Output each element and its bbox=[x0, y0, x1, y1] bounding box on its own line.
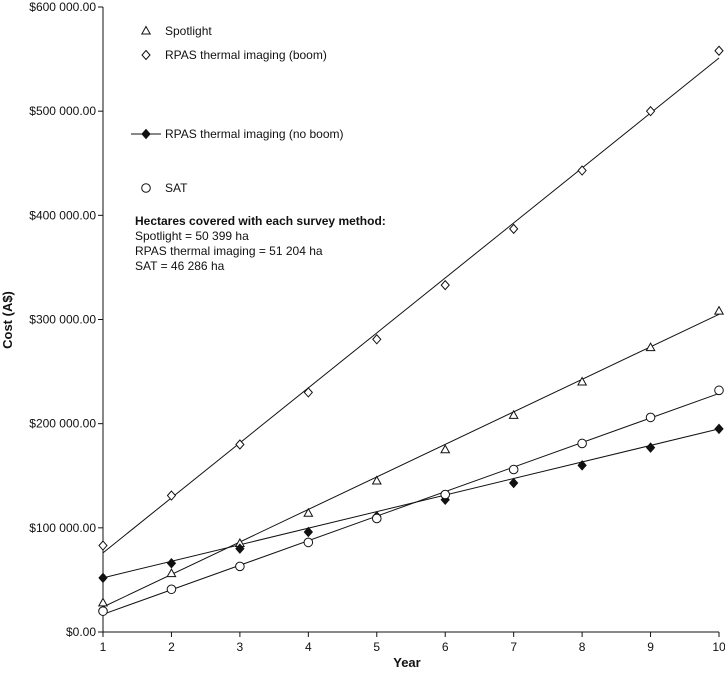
trendline-3 bbox=[102, 392, 720, 615]
trendlines bbox=[102, 57, 720, 615]
data-point-s3-x4 bbox=[303, 537, 314, 548]
x-tick-label: 9 bbox=[647, 640, 654, 654]
x-tick-label: 4 bbox=[305, 640, 312, 654]
data-point-s1-x9 bbox=[645, 105, 656, 117]
legend-symbol-3 bbox=[141, 183, 151, 193]
axes bbox=[102, 7, 719, 633]
legend-label-rpas-boom: RPAS thermal imaging (boom) bbox=[165, 48, 327, 62]
markers bbox=[97, 45, 725, 616]
legend-symbol-0 bbox=[140, 25, 152, 35]
data-point-s1-x3 bbox=[235, 439, 245, 450]
legend-label-rpas-no-boom: RPAS thermal imaging (no boom) bbox=[165, 127, 344, 141]
x-tick-label: 5 bbox=[373, 640, 380, 654]
annotation-line-sat: SAT = 46 286 ha bbox=[135, 259, 225, 273]
data-point-s0-x6 bbox=[440, 444, 451, 454]
x-axis-title: Year bbox=[393, 655, 420, 670]
x-tick-label: 2 bbox=[168, 640, 175, 654]
data-point-s0-x8 bbox=[577, 376, 588, 386]
data-point-s1-x5 bbox=[372, 334, 382, 345]
legend-symbol-2 bbox=[141, 128, 151, 140]
data-point-s2-x10 bbox=[714, 423, 724, 435]
annotation-line-rpas: RPAS thermal imaging = 51 204 ha bbox=[135, 244, 323, 258]
data-point-s2-x8 bbox=[577, 460, 587, 471]
data-point-s1-x8 bbox=[577, 165, 587, 176]
data-point-s2-x4 bbox=[303, 526, 314, 538]
data-point-s0-x4 bbox=[303, 507, 314, 517]
y-tick-label: $500 000.00 bbox=[29, 104, 96, 118]
legend-item-spotlight: Spotlight bbox=[140, 24, 212, 38]
y-tick-label: $400 000.00 bbox=[29, 208, 96, 222]
legend-marker-rpas-boom bbox=[141, 49, 151, 61]
y-tick-label: $0.00 bbox=[66, 625, 96, 639]
hectares-annotation: Hectares covered with each survey method… bbox=[135, 214, 386, 273]
legend-label-sat: SAT bbox=[165, 181, 188, 195]
data-point-s1-x6 bbox=[440, 279, 450, 291]
legend-marker-rpas-no-boom bbox=[141, 128, 151, 140]
x-ticks: 1 2 3 4 5 6 7 8 9 10 bbox=[100, 632, 725, 654]
data-point-s3-x7 bbox=[508, 464, 519, 475]
legend-label-spotlight: Spotlight bbox=[165, 24, 212, 38]
data-point-s2-x9 bbox=[645, 442, 656, 453]
data-point-s3-x9 bbox=[645, 412, 656, 423]
data-point-s0-x1 bbox=[97, 597, 109, 607]
data-point-s1-x10 bbox=[714, 45, 724, 57]
legend-marker-spotlight bbox=[140, 25, 152, 35]
y-tick-label: $600 000.00 bbox=[29, 0, 96, 14]
data-point-s2-x1 bbox=[98, 572, 108, 584]
data-point-s0-x2 bbox=[166, 568, 177, 578]
y-tick-label: $200 000.00 bbox=[29, 417, 96, 431]
data-point-s3-x6 bbox=[440, 489, 451, 500]
data-point-s0-x5 bbox=[371, 475, 382, 485]
legend: Spotlight RPAS thermal imaging (boom) RP… bbox=[131, 24, 344, 195]
legend-marker-sat bbox=[141, 183, 151, 193]
data-point-s0-x10 bbox=[713, 305, 725, 315]
data-point-s3-x8 bbox=[577, 438, 587, 449]
legend-symbol-1 bbox=[141, 49, 151, 61]
legend-item-rpas-no-boom: RPAS thermal imaging (no boom) bbox=[131, 127, 344, 141]
x-tick-label: 8 bbox=[579, 640, 586, 654]
data-point-s1-x4 bbox=[303, 387, 314, 398]
data-point-s0-x7 bbox=[508, 409, 519, 419]
data-point-s1-x2 bbox=[166, 490, 177, 501]
data-point-s3-x10 bbox=[714, 385, 724, 396]
x-tick-label: 7 bbox=[510, 640, 517, 654]
data-point-s0-x9 bbox=[645, 342, 656, 352]
x-tick-label: 10 bbox=[712, 640, 725, 654]
y-ticks: $0.00 $100 000.00 $200 000.00 $300 000.00 $4… bbox=[29, 0, 103, 639]
data-point-s1-x7 bbox=[508, 223, 519, 235]
y-axis-title: Cost (A$) bbox=[0, 291, 15, 349]
data-point-s2-x2 bbox=[166, 557, 177, 569]
x-tick-label: 6 bbox=[442, 640, 449, 654]
data-point-s2-x3 bbox=[235, 543, 245, 554]
trendline-0 bbox=[102, 313, 720, 608]
data-point-s3-x5 bbox=[371, 513, 382, 524]
data-point-s3-x2 bbox=[166, 584, 177, 595]
annotation-line-spotlight: Spotlight = 50 399 ha bbox=[135, 229, 249, 243]
legend-item-sat: SAT bbox=[141, 181, 188, 195]
trendline-1 bbox=[102, 57, 720, 554]
y-tick-label: $300 000.00 bbox=[29, 313, 96, 327]
data-point-s3-x1 bbox=[98, 606, 108, 616]
x-tick-label: 3 bbox=[237, 640, 244, 654]
x-tick-label: 1 bbox=[100, 640, 107, 654]
data-point-s3-x3 bbox=[235, 561, 245, 572]
data-point-s2-x7 bbox=[508, 477, 519, 489]
legend-item-rpas-boom: RPAS thermal imaging (boom) bbox=[141, 48, 327, 62]
annotation-title: Hectares covered with each survey method… bbox=[135, 214, 386, 228]
data-point-s1-x1 bbox=[98, 540, 108, 551]
y-tick-label: $100 000.00 bbox=[29, 521, 96, 535]
